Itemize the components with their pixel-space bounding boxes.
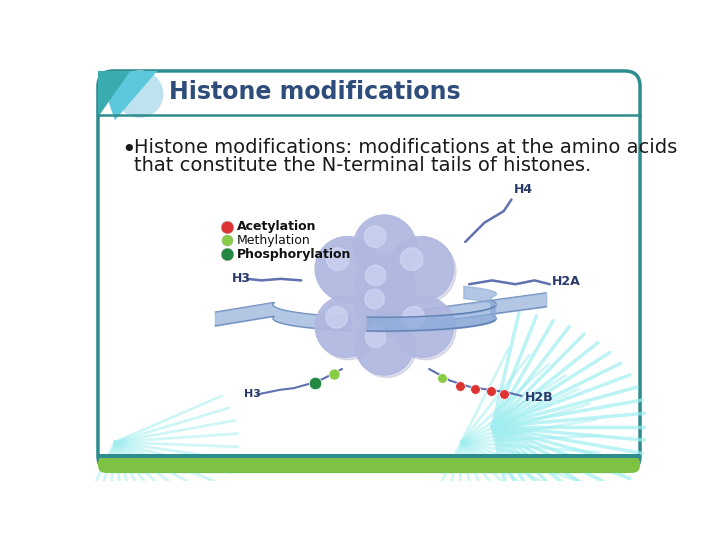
Circle shape [355, 255, 414, 314]
Circle shape [364, 226, 386, 247]
Circle shape [326, 248, 349, 271]
Circle shape [395, 298, 456, 360]
Polygon shape [98, 71, 157, 120]
Circle shape [365, 289, 384, 309]
Text: Acetylation: Acetylation [237, 220, 316, 233]
Circle shape [315, 237, 379, 301]
Polygon shape [98, 71, 130, 117]
Text: H2B: H2B [525, 391, 553, 404]
Circle shape [315, 296, 377, 357]
Circle shape [392, 296, 454, 357]
Circle shape [357, 282, 413, 338]
Text: Methylation: Methylation [237, 234, 310, 247]
Circle shape [389, 237, 454, 301]
Text: •: • [121, 138, 136, 162]
Circle shape [357, 319, 416, 377]
Circle shape [400, 248, 423, 271]
Circle shape [356, 217, 418, 279]
Circle shape [357, 257, 416, 316]
Circle shape [403, 307, 425, 328]
Text: Histone modifications: modifications at the amino acids: Histone modifications: modifications at … [134, 138, 678, 157]
Text: H4: H4 [514, 183, 533, 195]
FancyBboxPatch shape [98, 71, 640, 471]
FancyBboxPatch shape [98, 456, 640, 473]
Text: H3: H3 [244, 389, 261, 400]
Circle shape [117, 71, 163, 117]
Text: H3: H3 [232, 272, 251, 285]
Circle shape [354, 215, 415, 276]
Text: Phosphorylation: Phosphorylation [237, 248, 351, 261]
Circle shape [365, 265, 386, 286]
Text: Histone modifications: Histone modifications [168, 80, 460, 104]
Text: that constitute the N-terminal tails of histones.: that constitute the N-terminal tails of … [134, 156, 591, 174]
Circle shape [318, 298, 379, 360]
Circle shape [365, 327, 386, 347]
Bar [98, 454, 640, 457]
Circle shape [326, 307, 348, 328]
Circle shape [355, 316, 414, 375]
Circle shape [355, 280, 410, 335]
Circle shape [318, 239, 382, 303]
Circle shape [392, 239, 456, 303]
Text: H2A: H2A [552, 275, 581, 288]
